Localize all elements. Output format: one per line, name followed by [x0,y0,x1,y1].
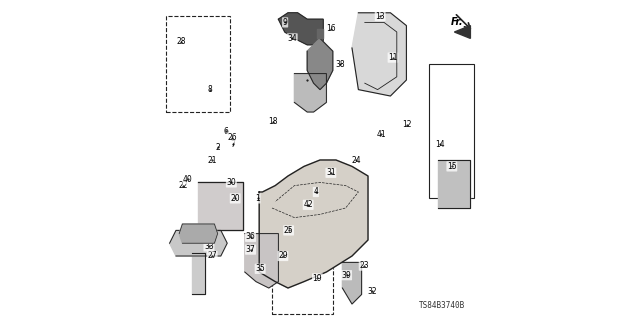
Polygon shape [454,26,470,38]
Text: 27: 27 [207,252,217,260]
Text: TS84B3740B: TS84B3740B [419,301,465,310]
Polygon shape [259,160,368,288]
FancyBboxPatch shape [429,64,474,198]
Text: 13: 13 [375,12,385,20]
Polygon shape [170,230,227,256]
Polygon shape [307,38,333,90]
Text: 9: 9 [283,18,287,27]
Text: 32: 32 [367,287,377,296]
Text: 25: 25 [284,226,294,235]
Text: 12: 12 [403,120,412,129]
Polygon shape [342,262,362,304]
Text: 4: 4 [314,188,318,196]
Text: Fr.: Fr. [451,17,464,28]
Text: 20: 20 [230,194,240,203]
Text: 26: 26 [227,133,237,142]
Text: 18: 18 [269,117,278,126]
Text: 15: 15 [447,162,457,171]
Text: 40: 40 [183,175,193,184]
Text: 42: 42 [303,200,313,209]
FancyBboxPatch shape [166,16,230,112]
Text: 6: 6 [223,127,228,136]
Text: 28: 28 [176,37,186,46]
Text: 19: 19 [312,274,323,283]
Text: 7: 7 [230,140,236,148]
Text: 33: 33 [204,242,214,251]
Text: 35: 35 [255,264,265,273]
Text: 34: 34 [287,34,297,43]
Text: 24: 24 [351,156,362,164]
Text: 30: 30 [227,178,236,187]
Polygon shape [245,234,278,288]
Polygon shape [198,182,243,230]
Polygon shape [179,224,218,243]
Text: 11: 11 [388,53,397,62]
Text: 39: 39 [342,271,351,280]
Text: 1: 1 [255,194,260,203]
Text: 41: 41 [376,130,387,139]
Text: 29: 29 [278,252,288,260]
Text: 38: 38 [335,60,345,68]
Text: 8: 8 [207,85,212,94]
Text: 36: 36 [246,232,255,241]
Text: 21: 21 [207,156,217,164]
Polygon shape [192,253,205,294]
Text: 10: 10 [301,76,312,84]
Bar [205,189,237,224]
Text: 22: 22 [179,181,188,190]
Polygon shape [294,74,326,112]
Text: 14: 14 [435,140,445,148]
Polygon shape [438,160,470,208]
Text: 23: 23 [359,261,369,270]
Text: 16: 16 [326,24,336,33]
FancyBboxPatch shape [272,259,333,314]
Text: 2: 2 [215,143,220,152]
Polygon shape [278,13,323,45]
Text: 31: 31 [326,168,336,177]
Text: 37: 37 [246,245,255,254]
Polygon shape [352,13,406,96]
